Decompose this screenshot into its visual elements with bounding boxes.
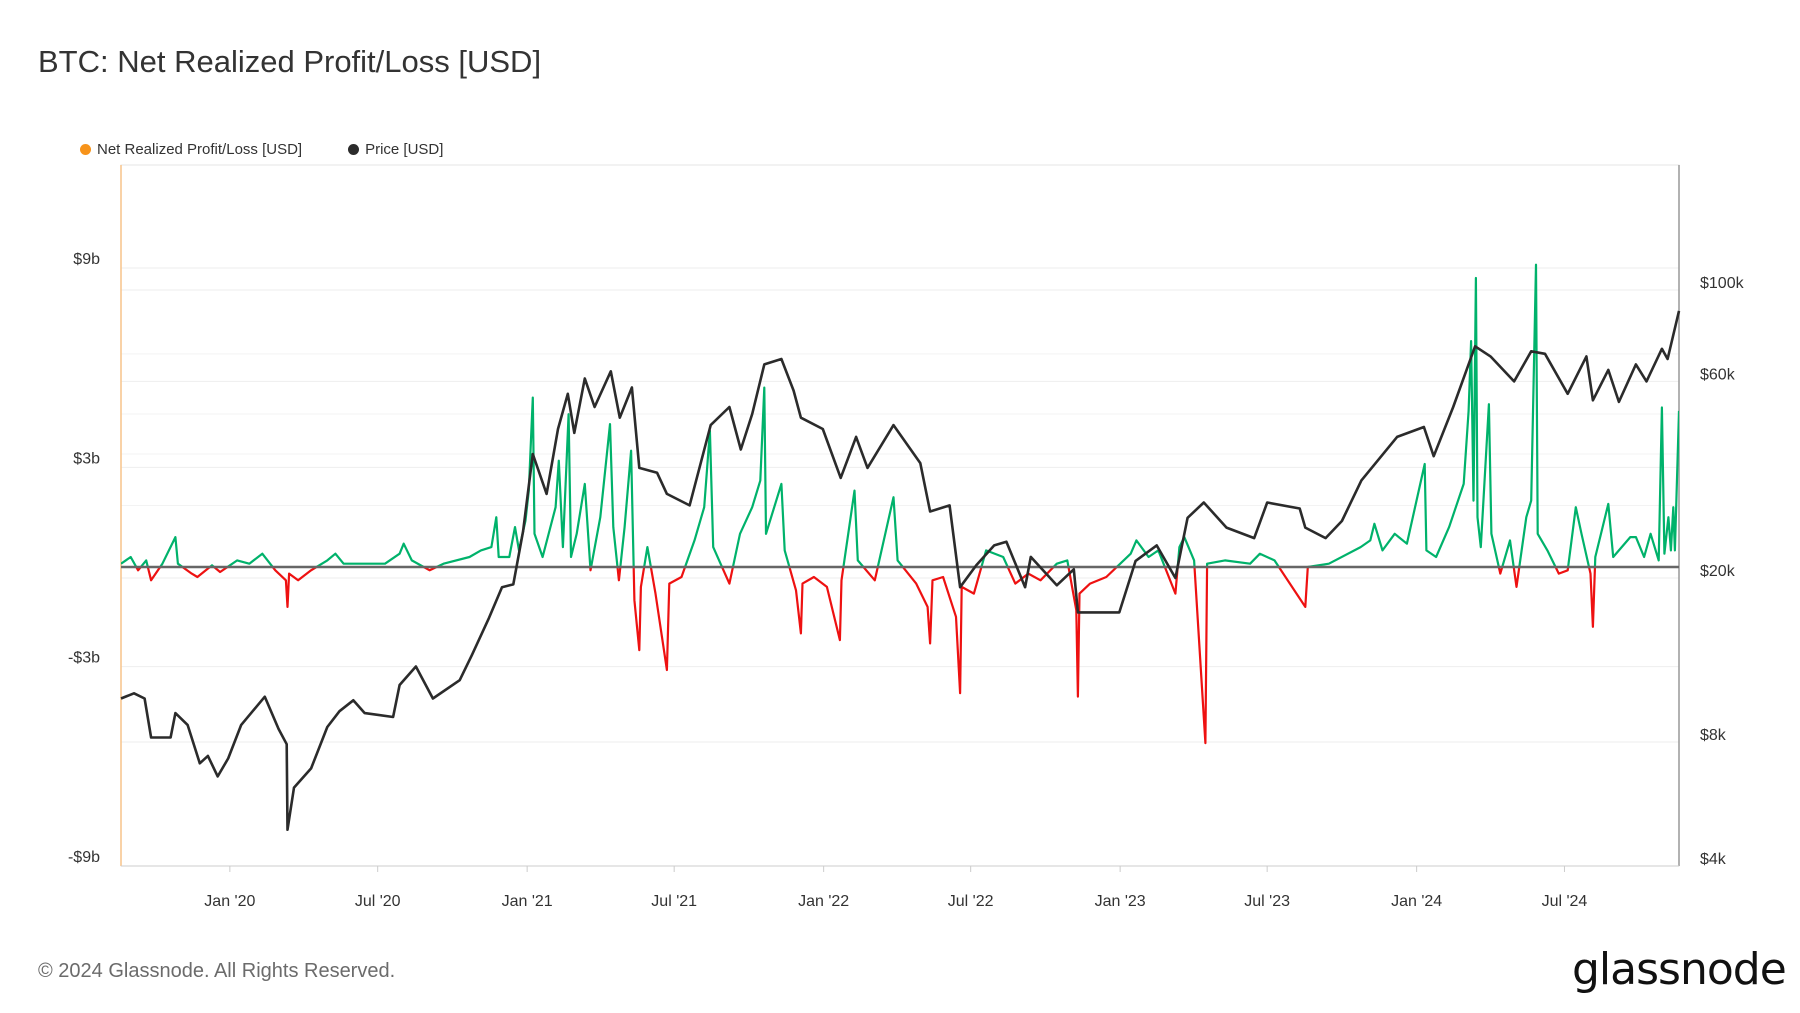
legend-dot-price (348, 144, 360, 155)
legend-label-price: Price [USD] (365, 141, 444, 158)
y-left-tick-label: $9b (73, 251, 100, 268)
plot-frame (120, 164, 1680, 867)
x-tick-label: Jul '20 (355, 893, 401, 910)
x-tick-label: Jan '21 (502, 893, 553, 910)
legend-label-nrpl: Net Realized Profit/Loss [USD] (97, 141, 303, 158)
chart-title: BTC: Net Realized Profit/Loss [USD] (38, 44, 542, 79)
y-left-tick-label: $3b (73, 450, 100, 467)
x-tick-label: Jan '20 (204, 893, 255, 910)
y-right-tick-label: $4k (1700, 851, 1727, 868)
x-tick-label: Jul '22 (948, 893, 994, 910)
y-right-tick-label: $8k (1700, 727, 1727, 744)
y-right-tick-label: $60k (1700, 366, 1736, 383)
legend-item-nrpl[interactable]: Net Realized Profit/Loss [USD] (80, 141, 302, 158)
price-line (120, 310, 1681, 832)
y-right-tick-label: $20k (1700, 563, 1736, 580)
x-tick-label: Jan '24 (1391, 893, 1442, 910)
legend: Net Realized Profit/Loss [USD] Price [US… (80, 141, 443, 158)
x-tick-label: Jul '21 (651, 893, 697, 910)
copyright-footer: © 2024 Glassnode. All Rights Reserved. (38, 960, 396, 982)
glassnode-logo: glassnode (1572, 944, 1787, 995)
x-tick-label: Jul '23 (1244, 893, 1290, 910)
legend-dot-nrpl (80, 144, 91, 155)
legend-item-price[interactable]: Price [USD] (348, 141, 443, 158)
y-left-tick-label: -$3b (68, 650, 100, 667)
nrpl-profit-line (121, 263, 1679, 567)
y-right-tick-label: $100k (1700, 275, 1745, 292)
x-tick-label: Jan '23 (1095, 893, 1146, 910)
nrpl-loss-line (135, 567, 1597, 745)
x-tick-label: Jul '24 (1542, 893, 1588, 910)
y-left-tick-label: -$9b (68, 849, 100, 866)
x-tick-label: Jan '22 (798, 893, 849, 910)
